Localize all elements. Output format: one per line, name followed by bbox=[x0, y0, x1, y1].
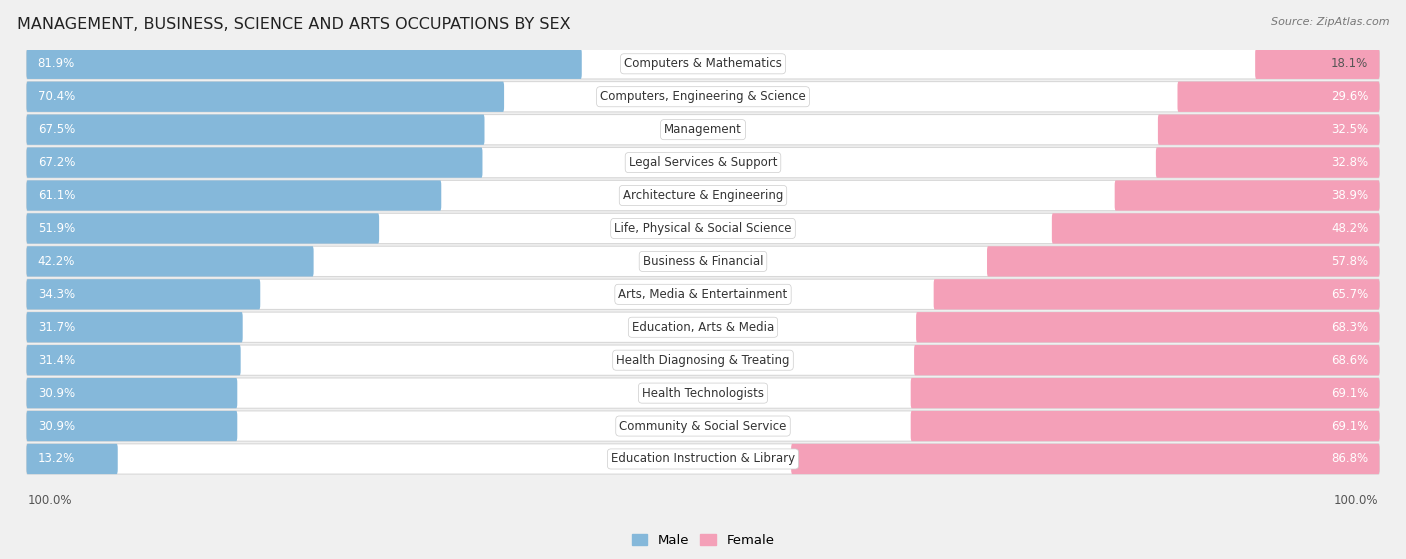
FancyBboxPatch shape bbox=[1177, 82, 1379, 112]
FancyBboxPatch shape bbox=[792, 444, 1379, 474]
Text: 70.4%: 70.4% bbox=[38, 90, 75, 103]
FancyBboxPatch shape bbox=[1159, 115, 1379, 145]
FancyBboxPatch shape bbox=[27, 49, 582, 79]
FancyBboxPatch shape bbox=[27, 49, 1379, 79]
Text: 68.6%: 68.6% bbox=[1331, 354, 1368, 367]
Text: 31.7%: 31.7% bbox=[38, 321, 75, 334]
FancyBboxPatch shape bbox=[27, 444, 1379, 474]
FancyBboxPatch shape bbox=[987, 247, 1379, 277]
Text: 13.2%: 13.2% bbox=[38, 452, 75, 466]
Text: Computers, Engineering & Science: Computers, Engineering & Science bbox=[600, 90, 806, 103]
FancyBboxPatch shape bbox=[27, 115, 485, 145]
Text: Source: ZipAtlas.com: Source: ZipAtlas.com bbox=[1271, 17, 1389, 27]
FancyBboxPatch shape bbox=[1156, 148, 1379, 178]
Text: 32.8%: 32.8% bbox=[1331, 156, 1368, 169]
Text: 48.2%: 48.2% bbox=[1331, 222, 1368, 235]
Text: 68.3%: 68.3% bbox=[1331, 321, 1368, 334]
FancyBboxPatch shape bbox=[27, 312, 243, 343]
Text: 67.5%: 67.5% bbox=[38, 123, 75, 136]
FancyBboxPatch shape bbox=[917, 312, 1379, 343]
Text: 86.8%: 86.8% bbox=[1331, 452, 1368, 466]
Text: 18.1%: 18.1% bbox=[1331, 58, 1368, 70]
Legend: Male, Female: Male, Female bbox=[626, 529, 780, 552]
Text: 69.1%: 69.1% bbox=[1331, 420, 1368, 433]
FancyBboxPatch shape bbox=[27, 214, 380, 244]
FancyBboxPatch shape bbox=[911, 411, 1379, 441]
Text: Management: Management bbox=[664, 123, 742, 136]
FancyBboxPatch shape bbox=[914, 345, 1379, 375]
Text: 30.9%: 30.9% bbox=[38, 387, 75, 400]
Text: Legal Services & Support: Legal Services & Support bbox=[628, 156, 778, 169]
FancyBboxPatch shape bbox=[1256, 49, 1379, 79]
FancyBboxPatch shape bbox=[27, 411, 238, 441]
Text: 29.6%: 29.6% bbox=[1331, 90, 1368, 103]
FancyBboxPatch shape bbox=[1052, 214, 1379, 244]
FancyBboxPatch shape bbox=[27, 181, 1379, 211]
Text: Architecture & Engineering: Architecture & Engineering bbox=[623, 189, 783, 202]
FancyBboxPatch shape bbox=[27, 247, 314, 277]
Text: 69.1%: 69.1% bbox=[1331, 387, 1368, 400]
FancyBboxPatch shape bbox=[27, 345, 1379, 375]
FancyBboxPatch shape bbox=[27, 378, 238, 408]
Text: Health Diagnosing & Treating: Health Diagnosing & Treating bbox=[616, 354, 790, 367]
Text: Business & Financial: Business & Financial bbox=[643, 255, 763, 268]
FancyBboxPatch shape bbox=[27, 148, 1379, 178]
Text: Arts, Media & Entertainment: Arts, Media & Entertainment bbox=[619, 288, 787, 301]
FancyBboxPatch shape bbox=[27, 82, 505, 112]
Text: 67.2%: 67.2% bbox=[38, 156, 75, 169]
Text: 61.1%: 61.1% bbox=[38, 189, 75, 202]
Text: 100.0%: 100.0% bbox=[1334, 494, 1378, 507]
FancyBboxPatch shape bbox=[27, 444, 118, 474]
FancyBboxPatch shape bbox=[27, 247, 1379, 277]
Text: 31.4%: 31.4% bbox=[38, 354, 75, 367]
Text: 30.9%: 30.9% bbox=[38, 420, 75, 433]
FancyBboxPatch shape bbox=[911, 378, 1379, 408]
FancyBboxPatch shape bbox=[27, 181, 441, 211]
FancyBboxPatch shape bbox=[934, 279, 1379, 310]
FancyBboxPatch shape bbox=[27, 279, 260, 310]
Text: 34.3%: 34.3% bbox=[38, 288, 75, 301]
Text: Community & Social Service: Community & Social Service bbox=[619, 420, 787, 433]
Text: Computers & Mathematics: Computers & Mathematics bbox=[624, 58, 782, 70]
FancyBboxPatch shape bbox=[1115, 181, 1379, 211]
FancyBboxPatch shape bbox=[27, 115, 1379, 145]
Text: MANAGEMENT, BUSINESS, SCIENCE AND ARTS OCCUPATIONS BY SEX: MANAGEMENT, BUSINESS, SCIENCE AND ARTS O… bbox=[17, 17, 571, 32]
Text: 57.8%: 57.8% bbox=[1331, 255, 1368, 268]
Text: Education Instruction & Library: Education Instruction & Library bbox=[612, 452, 794, 466]
Text: Education, Arts & Media: Education, Arts & Media bbox=[631, 321, 775, 334]
FancyBboxPatch shape bbox=[27, 279, 1379, 310]
FancyBboxPatch shape bbox=[27, 312, 1379, 343]
Text: 81.9%: 81.9% bbox=[38, 58, 75, 70]
Text: 32.5%: 32.5% bbox=[1331, 123, 1368, 136]
Text: 100.0%: 100.0% bbox=[28, 494, 72, 507]
Text: 38.9%: 38.9% bbox=[1331, 189, 1368, 202]
FancyBboxPatch shape bbox=[27, 345, 240, 375]
Text: 42.2%: 42.2% bbox=[38, 255, 75, 268]
FancyBboxPatch shape bbox=[27, 378, 1379, 408]
Text: 51.9%: 51.9% bbox=[38, 222, 75, 235]
FancyBboxPatch shape bbox=[27, 214, 1379, 244]
FancyBboxPatch shape bbox=[27, 411, 1379, 441]
Text: Health Technologists: Health Technologists bbox=[643, 387, 763, 400]
Text: 65.7%: 65.7% bbox=[1331, 288, 1368, 301]
FancyBboxPatch shape bbox=[27, 82, 1379, 112]
Text: Life, Physical & Social Science: Life, Physical & Social Science bbox=[614, 222, 792, 235]
FancyBboxPatch shape bbox=[27, 148, 482, 178]
